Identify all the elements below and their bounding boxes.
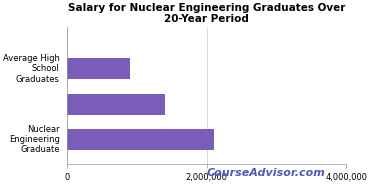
Bar <box>67 58 130 80</box>
Text: CourseAdvisor.com: CourseAdvisor.com <box>207 168 326 178</box>
Bar <box>67 129 214 150</box>
Title: Salary for Nuclear Engineering Graduates Over
20-Year Period: Salary for Nuclear Engineering Graduates… <box>68 3 346 24</box>
Bar <box>67 94 165 115</box>
